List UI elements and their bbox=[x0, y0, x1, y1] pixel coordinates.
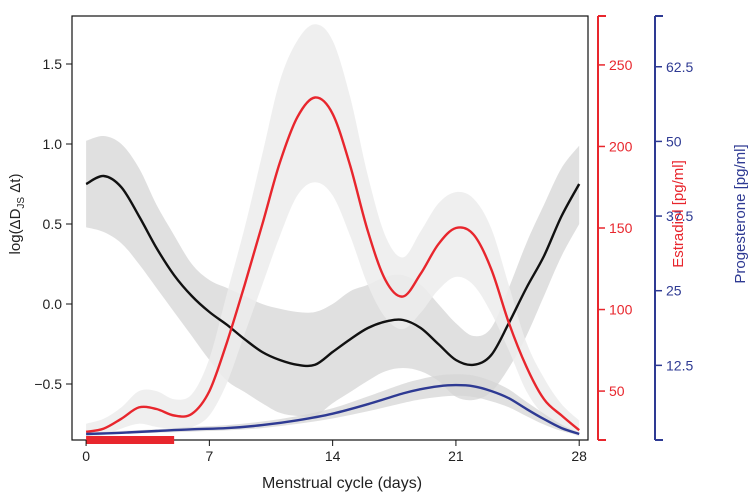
y-tick-label-progesterone: 62.5 bbox=[666, 59, 693, 75]
y-tick-label-left: 1.0 bbox=[43, 136, 63, 152]
y-axis-label-left: log(ΔDJS Δt) bbox=[7, 174, 27, 255]
y-tick-label-left: 1.5 bbox=[43, 56, 63, 72]
plot-frame bbox=[71, 15, 589, 441]
y-axis-label-estradiol: Estradiol [pg/ml] bbox=[670, 160, 687, 268]
x-tick-label: 7 bbox=[205, 448, 213, 464]
y-tick-label-left: −0.5 bbox=[34, 376, 62, 392]
y-tick-label-estradiol: 100 bbox=[609, 302, 633, 318]
progesterone-band bbox=[86, 374, 580, 436]
progesterone-line bbox=[86, 383, 580, 436]
y-tick-label-left: 0.0 bbox=[43, 296, 63, 312]
y-tick-label-left: 0.5 bbox=[43, 216, 63, 232]
y-tick-label-estradiol: 200 bbox=[609, 138, 633, 154]
x-axis-label: Menstrual cycle (days) bbox=[262, 475, 422, 492]
y-tick-label-estradiol: 50 bbox=[609, 383, 625, 399]
menses-bar bbox=[86, 436, 175, 444]
y-tick-label-progesterone: 12.5 bbox=[666, 357, 693, 373]
axes: 0 7 14 21 28 −0.5 0.0 0.5 1.0 1.5 50 100 150 200 250 12… bbox=[34, 15, 693, 464]
estradiol-band bbox=[86, 24, 580, 437]
x-tick-label: 21 bbox=[448, 448, 464, 464]
x-tick-label: 28 bbox=[571, 448, 587, 464]
y-tick-label-progesterone: 37.5 bbox=[666, 208, 693, 224]
y-axis-label-progesterone: Progesterone [pg/ml] bbox=[732, 144, 749, 283]
y-tick-label-estradiol: 250 bbox=[609, 57, 633, 73]
y-tick-label-progesterone: 25 bbox=[666, 283, 682, 299]
confidence-bands bbox=[86, 24, 580, 437]
divergence-line bbox=[85, 174, 581, 368]
divergence-band bbox=[86, 135, 580, 418]
x-tick-label: 0 bbox=[82, 448, 90, 464]
x-tick-label: 14 bbox=[325, 448, 341, 464]
y-tick-label-estradiol: 150 bbox=[609, 220, 633, 236]
estradiol-line bbox=[85, 96, 580, 433]
series-lines bbox=[85, 96, 581, 436]
y-tick-label-progesterone: 50 bbox=[666, 133, 682, 149]
